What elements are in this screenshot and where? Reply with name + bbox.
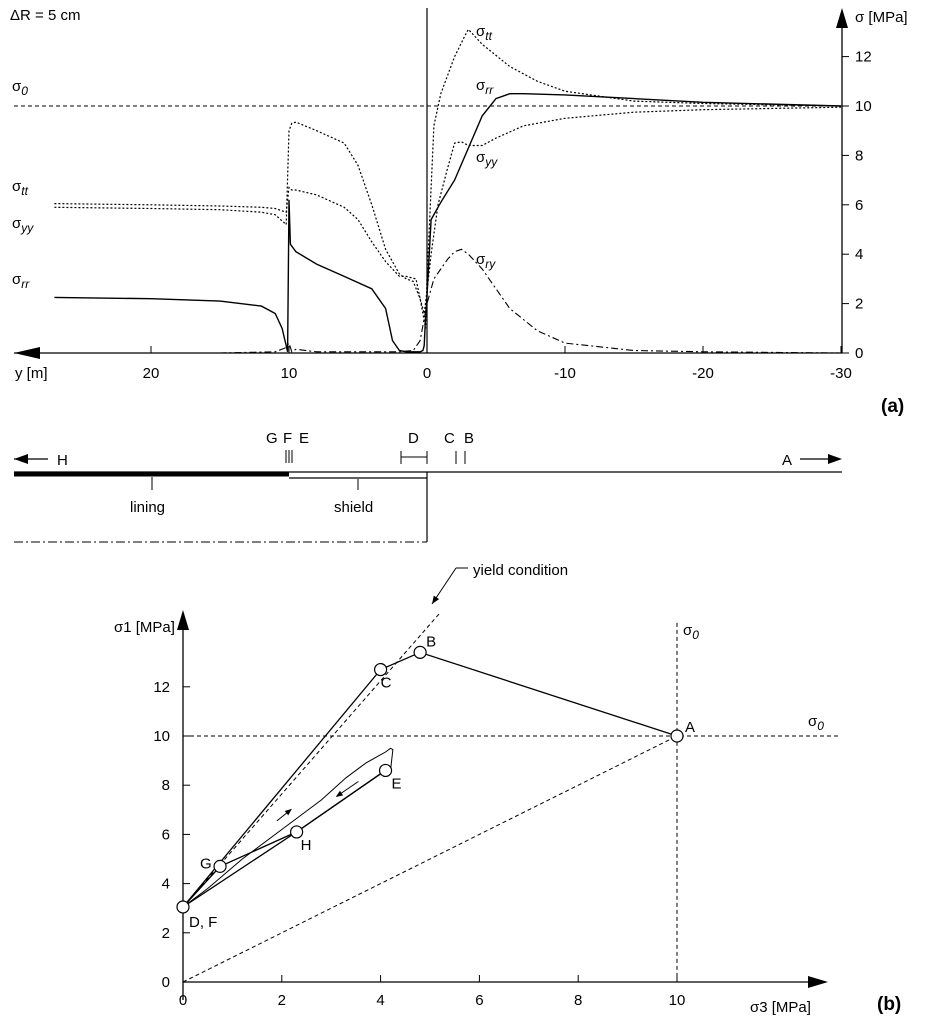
- point-label: B: [426, 633, 436, 650]
- sigma0-label-vertical: σ0: [683, 622, 699, 642]
- point-label: G: [200, 855, 212, 872]
- axis-ticks-b: 0 2 4 6 8 10 0 2 4 6 8 10 12: [153, 679, 685, 1009]
- x-tick-label-a: 20: [143, 365, 160, 382]
- point-label: H: [301, 837, 312, 854]
- point-a: [670, 729, 684, 743]
- yield-callout-arrow: [431, 567, 457, 605]
- shield-label: shield: [334, 499, 373, 516]
- x-tick-label-b: 8: [574, 992, 582, 1009]
- x-axis-arrow-b: [808, 976, 828, 988]
- x-tick-label-a: -30: [830, 365, 852, 382]
- y-tick-label-a: 10: [855, 98, 872, 115]
- x-axis-arrow-a: [14, 347, 40, 359]
- x-tick-label-b: 0: [179, 992, 187, 1009]
- y-tick-label-b: 0: [162, 974, 170, 991]
- y-axis-label-b: σ1 [MPa]: [114, 619, 175, 636]
- label-sigma-yy-left: σyy: [12, 215, 34, 235]
- x-tick-label-b: 2: [278, 992, 286, 1009]
- y-tick-label-b: 2: [162, 925, 170, 942]
- paths-b: σ0 σ0: [182, 612, 840, 983]
- label-sigma-yy-right: σyy: [476, 149, 498, 169]
- points-b: A B C E G H D, F: [176, 633, 695, 931]
- y-axis-arrow-b: [177, 610, 189, 630]
- x-axis-label-a: y [m]: [15, 365, 48, 382]
- point-df: [176, 900, 190, 914]
- direction-arrow-2: [276, 808, 292, 822]
- series-line-2: [54, 106, 842, 314]
- label-sigma-rr-right: σrr: [476, 77, 494, 97]
- x-tick-label-a: 10: [281, 365, 298, 382]
- y-axis-label-a: σ [MPa]: [855, 9, 908, 26]
- series-line-1: [54, 93, 842, 353]
- point-e: [378, 763, 393, 778]
- d-label: D: [408, 430, 419, 447]
- y-tick-label-a: 12: [855, 49, 872, 66]
- point-h: [290, 825, 304, 839]
- g-label: G: [266, 430, 278, 447]
- point-c: [374, 662, 388, 677]
- y-tick-label-a: 6: [855, 197, 863, 214]
- x-axis-label-b: σ3 [MPa]: [750, 999, 811, 1016]
- point-label: C: [381, 675, 392, 692]
- e-label: E: [299, 430, 309, 447]
- x-tick-label-b: 4: [376, 992, 384, 1009]
- a-label: A: [782, 452, 792, 469]
- point-g: [213, 859, 227, 873]
- f-label: F: [283, 430, 292, 447]
- b-label: B: [464, 430, 474, 447]
- panel-b: σ1 [MPa] σ3 [MPa] (b) yield condition 0 2…: [114, 562, 901, 1016]
- x-tick-label-b: 10: [669, 992, 686, 1009]
- yield-condition-label: yield condition: [473, 562, 568, 579]
- point-label: A: [685, 719, 695, 736]
- series-line-3: [54, 248, 842, 354]
- x-tick-label-a: -10: [554, 365, 576, 382]
- x-tick-label-b: 6: [475, 992, 483, 1009]
- sigma0-label-horizontal: σ0: [808, 713, 824, 733]
- label-sigma-ry-right: σry: [476, 251, 496, 271]
- panel-a: ΔR = 5 cm σ [MPa] y [m] (a) 20 10 0 -10 -20-…: [10, 7, 908, 417]
- panel-label-b: (b): [877, 994, 901, 1015]
- stress-path-main: [182, 651, 678, 908]
- delta-r-annotation: ΔR = 5 cm: [10, 7, 80, 24]
- y-tick-label-a: 0: [855, 345, 863, 362]
- y-tick-label-a: 4: [855, 246, 863, 263]
- y-tick-label-b: 4: [162, 876, 170, 893]
- h-label: H: [57, 452, 68, 469]
- series-line-0: [54, 28, 842, 329]
- x-tick-label-a: 0: [423, 365, 431, 382]
- y-tick-label-b: 6: [162, 826, 170, 843]
- point-label: D, F: [189, 914, 217, 931]
- h-arrow-head: [14, 454, 28, 464]
- series-labels-a: σtt σyy σrr σ0 σtt σrr σyy σry: [12, 23, 498, 291]
- y-tick-label-b: 10: [153, 728, 170, 745]
- stress-path-thin: [182, 747, 394, 908]
- label-sigma-tt-right: σtt: [476, 23, 493, 43]
- c-label: C: [444, 430, 455, 447]
- a-arrow-head: [828, 454, 842, 464]
- label-sigma0-a: σ0: [12, 78, 28, 98]
- point-label: E: [392, 775, 402, 792]
- y-tick-label-a: 2: [855, 296, 863, 313]
- label-sigma-rr-left: σrr: [12, 271, 30, 291]
- y-tick-label-b: 12: [153, 679, 170, 696]
- x-tick-label-a: -20: [692, 365, 714, 382]
- series-a: [54, 28, 842, 354]
- point-b: [413, 645, 427, 659]
- direction-arrow-1: [335, 781, 359, 797]
- lining-label: lining: [130, 499, 165, 516]
- y-axis-arrow-a: [836, 8, 848, 28]
- tunnel-schematic: lining shield H A G F E D C B: [14, 430, 842, 543]
- label-sigma-tt-left: σtt: [12, 178, 29, 198]
- hydrostatic-line: [182, 735, 678, 983]
- y-tick-label-a: 8: [855, 147, 863, 164]
- y-tick-label-b: 8: [162, 777, 170, 794]
- panel-label-a: (a): [881, 396, 904, 417]
